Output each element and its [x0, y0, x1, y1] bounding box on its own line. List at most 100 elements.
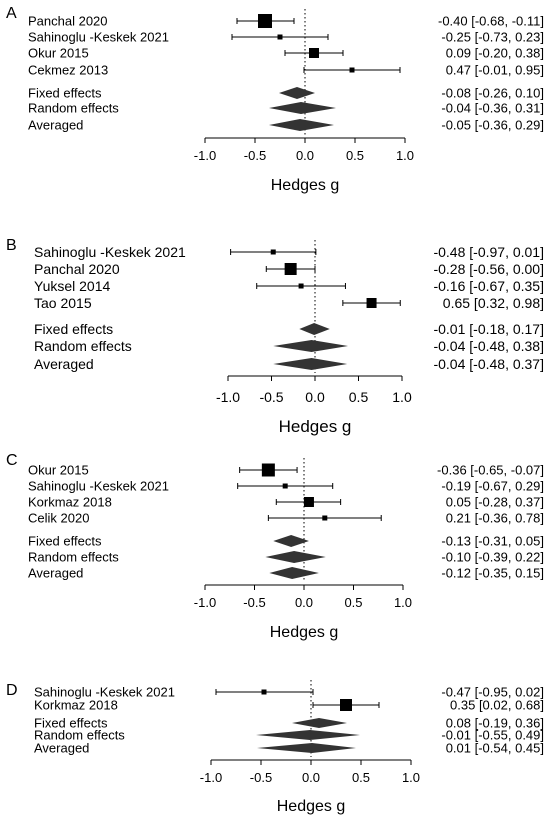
forest-panel-A: A Panchal 2020 -0.40 [-0.68, -0.11] Sahinog… — [6, 5, 544, 194]
panel-label: B — [6, 237, 17, 254]
summary-estimate-text: -0.04 [-0.36, 0.31] — [441, 101, 544, 116]
panel-label: A — [6, 5, 17, 22]
summary-estimate-text: -0.12 [-0.35, 0.15] — [441, 566, 544, 581]
summary-label: Fixed effects — [28, 86, 102, 101]
x-axis-label: Hedges g — [271, 177, 340, 194]
summary-label: Random effects — [34, 338, 132, 354]
study-label: Sahinoglu -Keskek 2021 — [28, 479, 169, 494]
study-label: Korkmaz 2018 — [34, 698, 118, 713]
summary-diamond — [269, 567, 319, 579]
summary-estimate-text: 0.01 [-0.54, 0.45] — [446, 741, 544, 756]
x-tick-label: 0.0 — [305, 389, 325, 405]
summary-label: Random effects — [34, 728, 125, 743]
summary-diamond — [273, 358, 348, 370]
study-estimate-text: -0.36 [-0.65, -0.07] — [437, 463, 544, 478]
study-estimate-text: 0.21 [-0.36, 0.78] — [446, 511, 544, 526]
x-tick-label: -0.5 — [244, 148, 266, 163]
study-estimate-text: -0.48 [-0.97, 0.01] — [433, 244, 544, 260]
summary-estimate-text: -0.01 [-0.55, 0.49] — [441, 728, 544, 743]
effect-size-marker — [322, 515, 328, 521]
x-tick-label: 0.0 — [302, 770, 320, 785]
x-tick-label: 0.5 — [349, 389, 369, 405]
effect-size-marker — [298, 283, 304, 289]
study-label: Panchal 2020 — [28, 14, 108, 29]
x-axis-label: Hedges g — [277, 798, 346, 815]
summary-diamond — [269, 119, 334, 131]
study-label: Sahinoglu -Keskek 2021 — [34, 244, 186, 260]
x-tick-label: -1.0 — [194, 595, 216, 610]
x-tick-label: 0.5 — [344, 595, 362, 610]
summary-label: Averaged — [34, 356, 94, 372]
effect-size-marker — [303, 497, 314, 507]
study-estimate-text: 0.09 [-0.20, 0.38] — [446, 46, 544, 61]
summary-label: Averaged — [28, 566, 83, 581]
forest-panel-C: C Okur 2015 -0.36 [-0.65, -0.07] Sahinoglu … — [6, 452, 544, 641]
panel-label: D — [6, 682, 18, 699]
forest-panel-D: D Sahinoglu -Keskek 2021 -0.47 [-0.95, 0.0… — [6, 680, 544, 815]
study-estimate-text: -0.25 [-0.73, 0.23] — [441, 30, 544, 45]
effect-size-marker — [282, 483, 288, 489]
summary-estimate-text: -0.13 [-0.31, 0.05] — [441, 534, 544, 549]
study-estimate-text: 0.05 [-0.28, 0.37] — [446, 495, 544, 510]
effect-size-marker — [261, 463, 275, 477]
summary-diamond — [299, 323, 330, 335]
summary-estimate-text: -0.10 [-0.39, 0.22] — [441, 550, 544, 565]
effect-size-marker — [270, 249, 276, 255]
summary-estimate-text: -0.01 [-0.18, 0.17] — [433, 321, 544, 337]
forest-panel-B: B Sahinoglu -Keskek 2021 -0.48 [-0.97, 0.0… — [6, 237, 544, 436]
summary-estimate-text: -0.04 [-0.48, 0.38] — [433, 338, 544, 354]
effect-size-marker — [261, 689, 267, 695]
study-label: Korkmaz 2018 — [28, 495, 112, 510]
effect-size-marker — [366, 298, 377, 308]
x-tick-label: -1.0 — [194, 148, 216, 163]
x-tick-label: -1.0 — [200, 770, 222, 785]
summary-estimate-text: 0.08 [-0.19, 0.36] — [446, 716, 544, 731]
effect-size-marker — [277, 34, 283, 40]
study-estimate-text: 0.47 [-0.01, 0.95] — [446, 63, 544, 78]
summary-diamond — [273, 340, 349, 352]
effect-size-marker — [309, 48, 319, 58]
x-axis-label: Hedges g — [270, 624, 339, 641]
x-tick-label: 1.0 — [392, 389, 412, 405]
summary-estimate-text: -0.04 [-0.48, 0.37] — [433, 356, 544, 372]
study-estimate-text: -0.28 [-0.56, 0.00] — [433, 261, 544, 277]
x-tick-label: 1.0 — [394, 595, 412, 610]
summary-label: Random effects — [28, 550, 119, 565]
x-tick-label: -0.5 — [243, 595, 265, 610]
summary-estimate-text: -0.08 [-0.26, 0.10] — [441, 86, 544, 101]
summary-label: Fixed effects — [34, 716, 108, 731]
summary-label: Averaged — [34, 741, 89, 756]
study-label: Okur 2015 — [28, 46, 89, 61]
summary-label: Fixed effects — [28, 534, 102, 549]
x-tick-label: -0.5 — [250, 770, 272, 785]
summary-diamond — [273, 535, 309, 547]
study-label: Yuksel 2014 — [34, 278, 110, 294]
summary-label: Fixed effects — [34, 321, 113, 337]
x-tick-label: 0.0 — [295, 595, 313, 610]
x-tick-label: 0.5 — [346, 148, 364, 163]
study-label: Sahinoglu -Keskek 2021 — [34, 685, 175, 700]
effect-size-marker — [258, 14, 272, 28]
summary-estimate-text: -0.05 [-0.36, 0.29] — [441, 118, 544, 133]
study-label: Panchal 2020 — [34, 261, 120, 277]
summary-diamond — [256, 730, 360, 740]
summary-label: Averaged — [28, 118, 83, 133]
x-tick-label: -1.0 — [216, 389, 240, 405]
x-tick-label: 0.0 — [296, 148, 314, 163]
effect-size-marker — [284, 263, 297, 275]
study-label: Tao 2015 — [34, 295, 92, 311]
study-label: Sahinoglu -Keskek 2021 — [28, 30, 169, 45]
effect-size-marker — [340, 699, 352, 711]
x-tick-label: 1.0 — [402, 770, 420, 785]
study-estimate-text: -0.19 [-0.67, 0.29] — [441, 479, 544, 494]
study-estimate-text: -0.16 [-0.67, 0.35] — [433, 278, 544, 294]
effect-size-marker — [349, 67, 355, 73]
study-label: Cekmez 2013 — [28, 63, 108, 78]
summary-diamond — [257, 743, 356, 753]
study-estimate-text: -0.47 [-0.95, 0.02] — [441, 685, 544, 700]
summary-diamond — [269, 102, 336, 114]
summary-diamond — [265, 551, 326, 563]
summary-diamond — [292, 718, 347, 728]
x-axis-label: Hedges g — [279, 417, 352, 436]
